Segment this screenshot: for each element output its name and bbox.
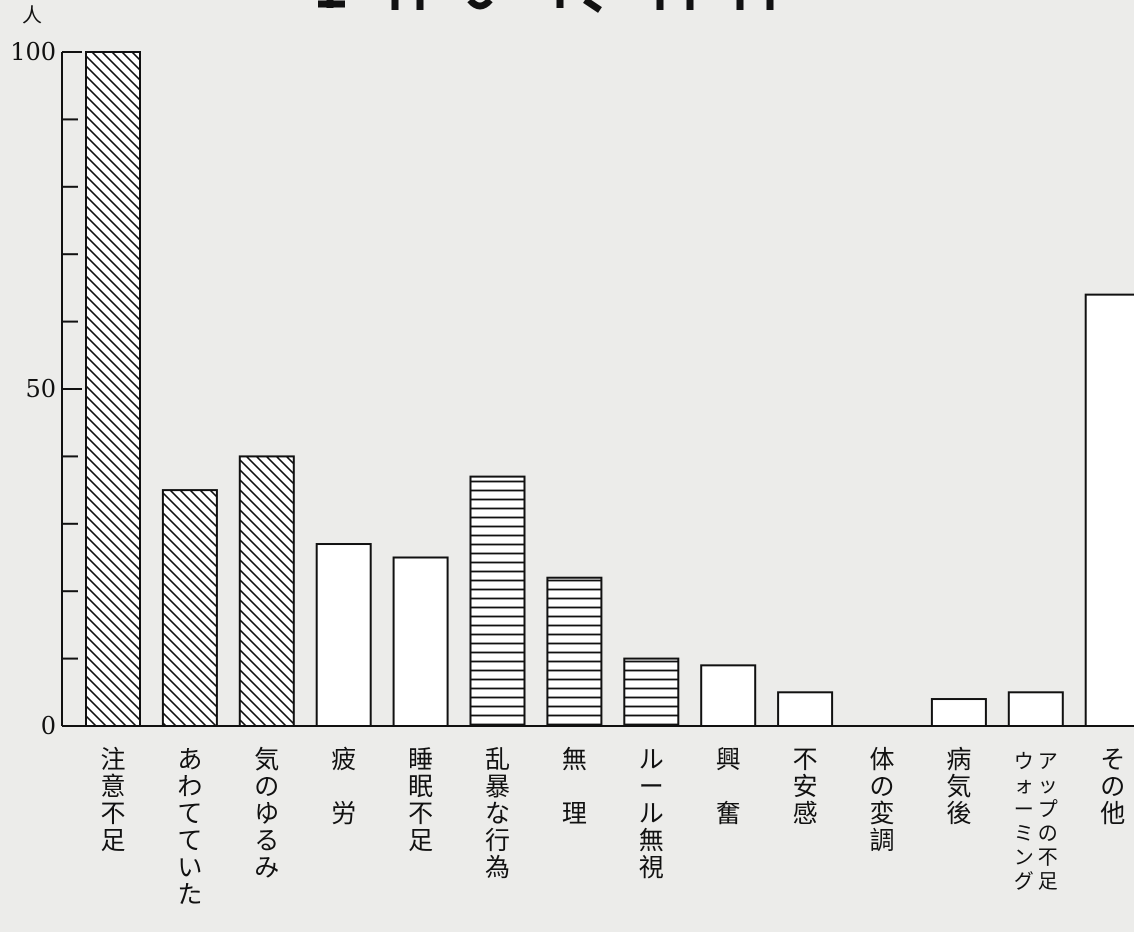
category-label: その他: [1100, 745, 1125, 828]
category-label: 疲労: [331, 745, 356, 828]
category-label-char: ー: [1014, 797, 1034, 821]
category-label-char: て: [177, 799, 202, 828]
category-label-char: の: [869, 772, 894, 801]
category-label-char: ウ: [1014, 749, 1034, 773]
category-label-char: な: [485, 799, 510, 828]
category-label-char: 眠: [408, 772, 433, 801]
category-label-char: 労: [331, 799, 356, 828]
bar: [1007, 691, 1064, 727]
category-label-char: 無: [562, 745, 587, 774]
category-label-char: 不: [1038, 845, 1058, 869]
y-tick-label: 100: [10, 38, 56, 66]
category-label-char: 気: [254, 745, 279, 774]
category-label-char: 不: [793, 745, 818, 774]
category-label-char: 暴: [485, 772, 510, 801]
category-label-char: 感: [793, 799, 818, 828]
category-label-char: 行: [485, 826, 510, 855]
category-label-char: 体: [869, 745, 894, 774]
title-fragment: [318, 0, 774, 13]
category-label-char: 気: [946, 772, 971, 801]
category-label-char: あ: [177, 745, 202, 774]
bar: [238, 455, 295, 727]
category-label-char: 注: [100, 745, 125, 774]
category-label-char: ル: [639, 799, 664, 828]
category-label-char: ル: [639, 745, 664, 774]
category-label-char: る: [254, 826, 279, 855]
category-label-char: て: [177, 826, 202, 855]
bar: [85, 51, 141, 727]
category-label-char: の: [254, 772, 279, 801]
category-label-char: 疲: [331, 745, 356, 774]
bars: [85, 51, 1134, 728]
category-label-char: 不: [408, 799, 433, 828]
category-label-char: グ: [1014, 869, 1034, 893]
category-labels: 注意不足あわてていた気のゆるみ疲労睡眠不足乱暴な行為無理ルール無視興奮不安感体の…: [100, 745, 1125, 909]
bar: [777, 691, 834, 727]
category-label-char: 興: [716, 745, 741, 774]
category-label-char: プ: [1038, 797, 1058, 821]
category-label-char: 病: [946, 745, 971, 774]
category-label-char: 睡: [408, 745, 433, 774]
bar: [546, 576, 603, 727]
bar: [700, 664, 757, 728]
category-label-char: の: [1100, 772, 1125, 801]
category-label: 不安感: [793, 745, 818, 828]
category-label-char: 奮: [716, 799, 741, 828]
bar: [392, 556, 449, 727]
category-label-char: ゆ: [254, 799, 279, 828]
category-label-char: ォ: [1014, 773, 1034, 797]
bar: [623, 657, 680, 727]
category-label-char: 足: [1038, 869, 1058, 893]
category-label-char: 安: [793, 772, 818, 801]
category-label-char: ッ: [1038, 773, 1058, 797]
category-label-char: い: [177, 853, 202, 882]
category-label-char: 後: [946, 799, 971, 828]
category-label-char: 理: [562, 799, 587, 828]
y-tick-label: 50: [25, 375, 56, 403]
category-label: 興奮: [716, 745, 741, 828]
category-label-char: 不: [100, 799, 125, 828]
category-label-char: 乱: [485, 745, 510, 774]
category-label-char: 為: [485, 853, 510, 882]
category-label-char: 調: [869, 826, 894, 855]
category-label-char: わ: [177, 772, 202, 801]
category-label: 病気後: [946, 745, 971, 828]
category-label-char: の: [1038, 821, 1058, 845]
bar: [315, 543, 372, 728]
category-label-char: 変: [869, 799, 894, 828]
bar: [1084, 293, 1134, 727]
category-label-char: 視: [639, 853, 664, 882]
category-label-char: ミ: [1014, 821, 1034, 845]
category-label-char: ン: [1014, 845, 1034, 869]
category-label-char: 足: [408, 826, 433, 855]
y-unit-label: 人: [22, 3, 42, 27]
y-axis: 100 50 0: [10, 38, 82, 740]
category-label-char: 無: [639, 826, 664, 855]
bar: [161, 489, 218, 727]
category-label-char: た: [177, 880, 202, 909]
category-label-char: そ: [1100, 745, 1125, 774]
category-label-char: 他: [1100, 799, 1125, 828]
category-label: 無理: [562, 745, 587, 828]
category-label-char: み: [254, 853, 279, 882]
category-label-char: 意: [100, 772, 125, 801]
category-label-char: ア: [1038, 749, 1058, 773]
bar: [469, 475, 526, 727]
y-tick-label: 0: [41, 712, 56, 740]
bar: [930, 698, 987, 727]
category-label-char: ー: [639, 772, 664, 801]
category-label-char: 足: [100, 826, 125, 855]
